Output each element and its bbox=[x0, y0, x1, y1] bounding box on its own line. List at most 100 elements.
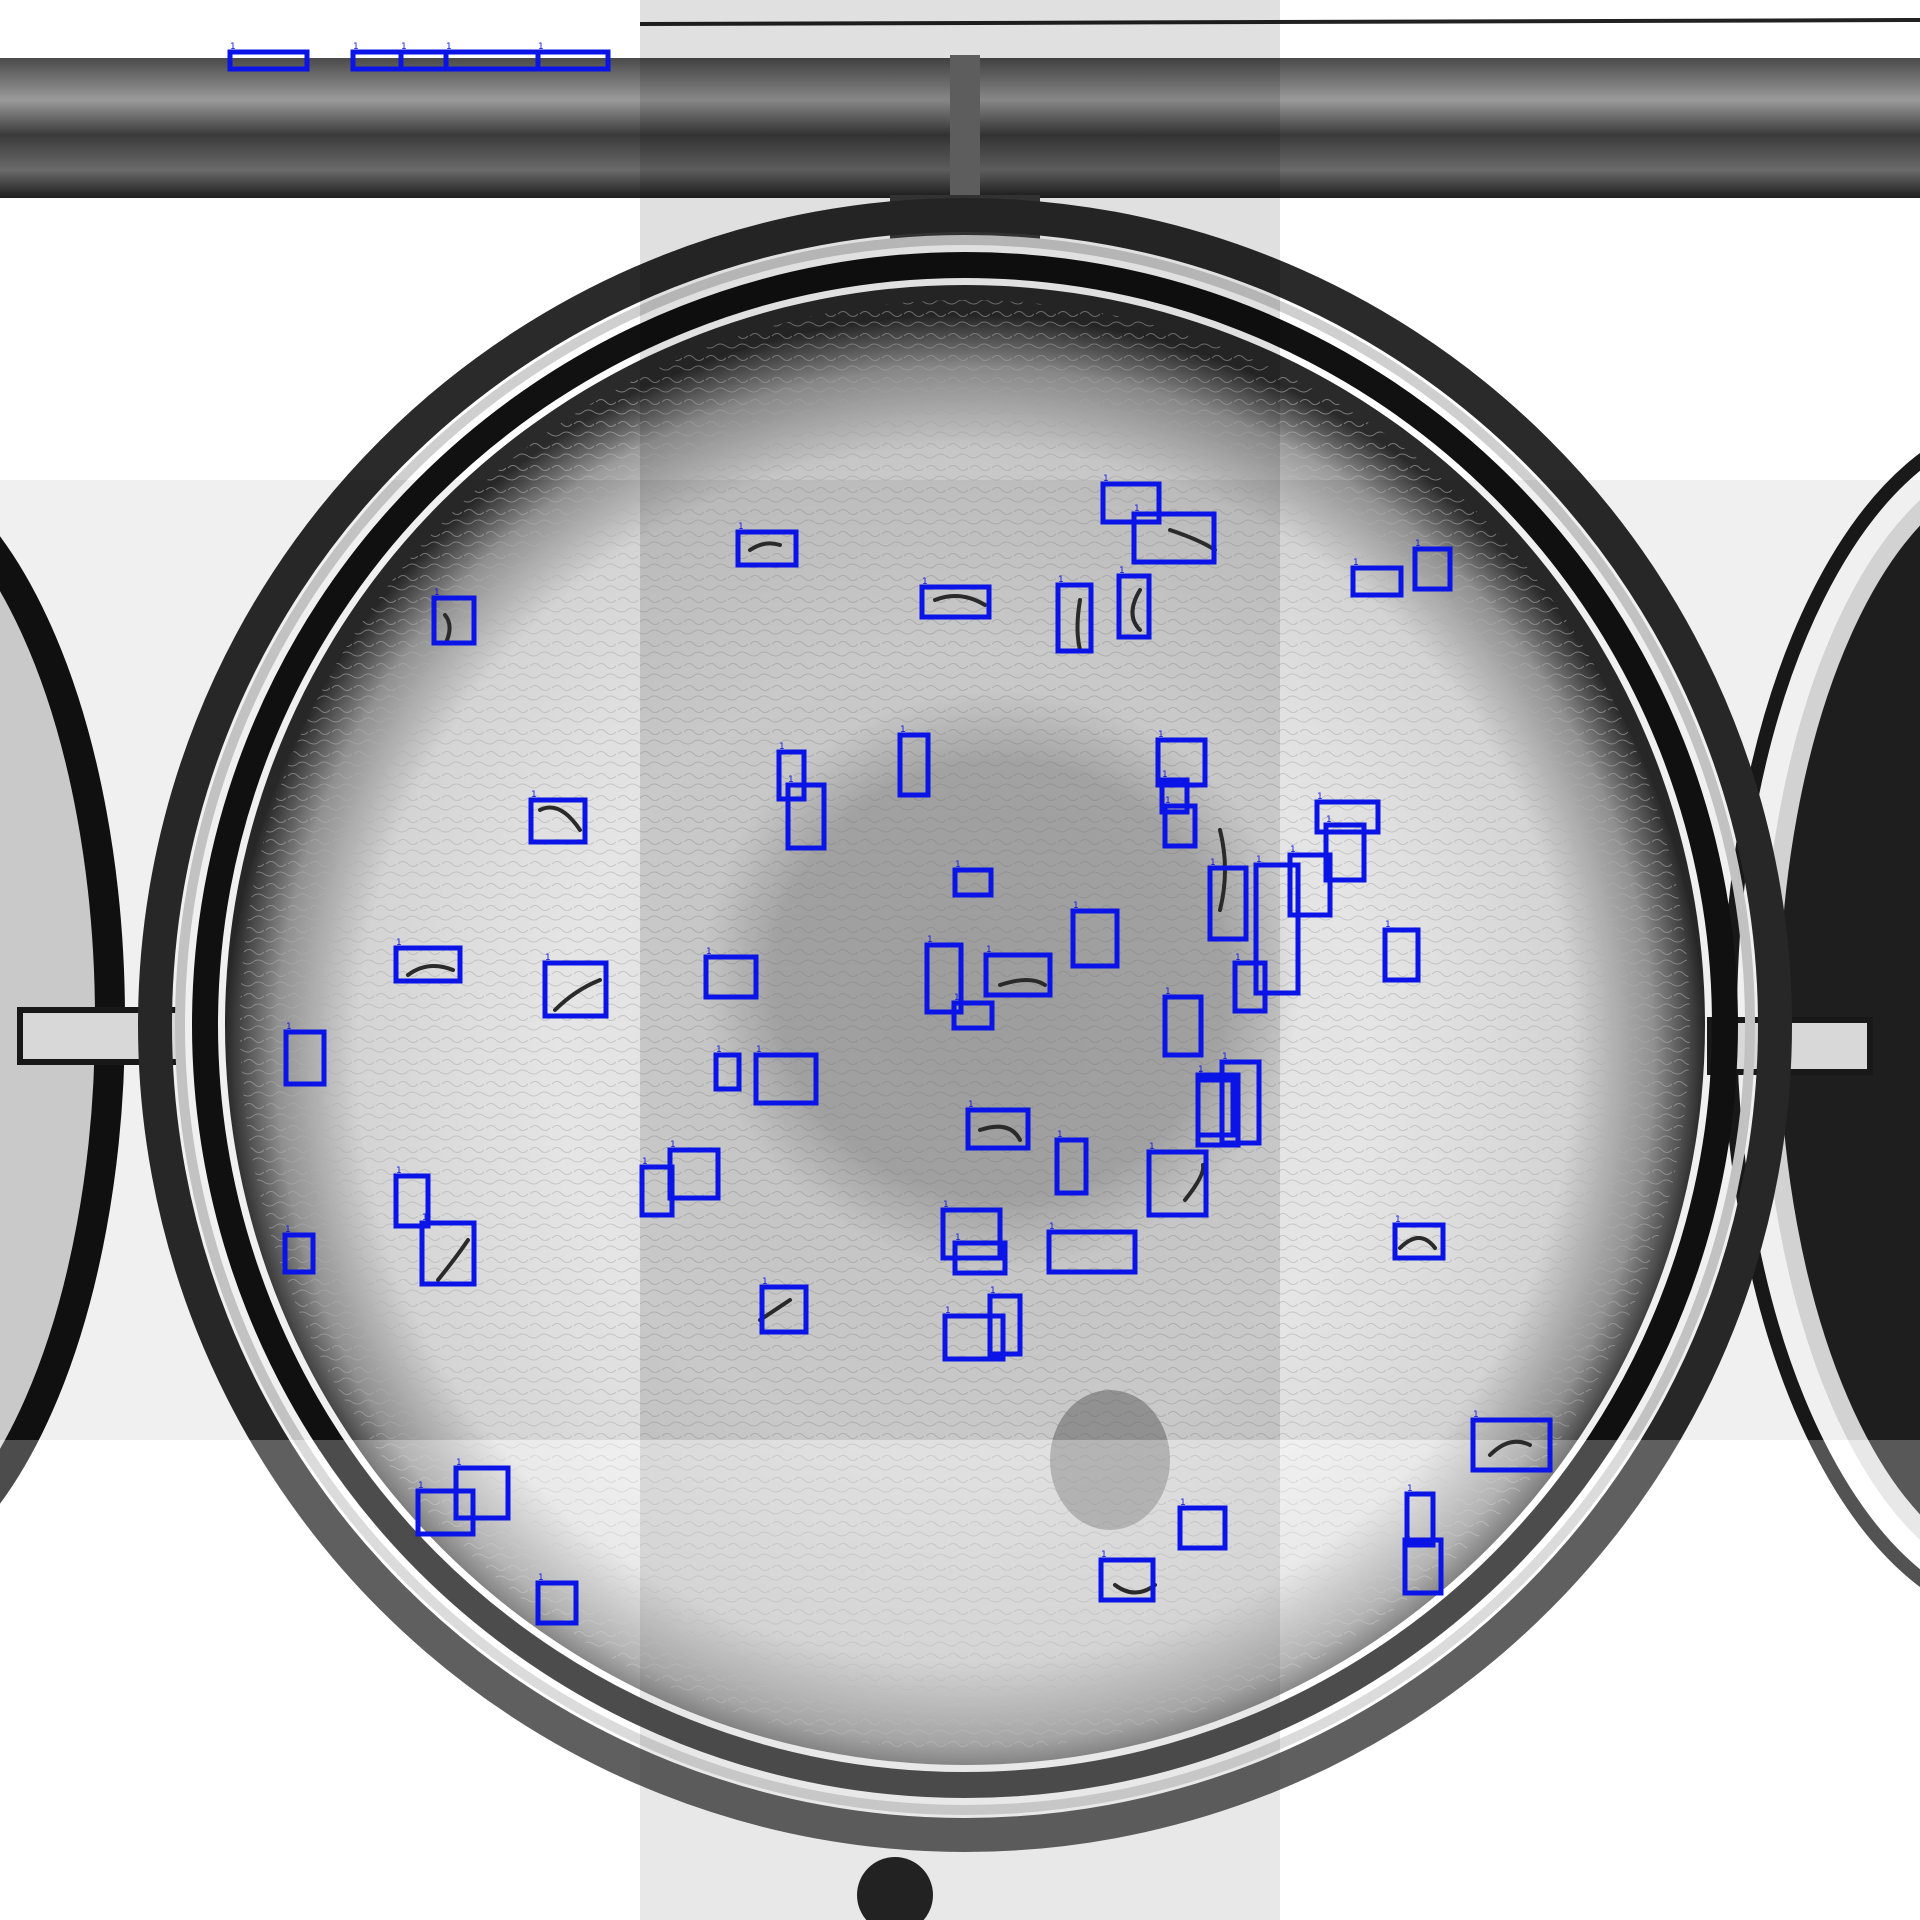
worm bbox=[443, 613, 452, 642]
detection-box bbox=[983, 952, 1053, 998]
detection-box bbox=[542, 960, 609, 1019]
detection-box bbox=[1470, 1417, 1553, 1473]
detection-label: 1 bbox=[738, 522, 744, 532]
detection-box bbox=[1162, 994, 1204, 1058]
detection-label: 1 bbox=[1198, 1065, 1204, 1075]
detection-box bbox=[1402, 1537, 1444, 1596]
detection-label: 1 bbox=[1473, 1410, 1479, 1420]
detection-label: 1 bbox=[1101, 1550, 1107, 1560]
detection-label: 1 bbox=[955, 860, 961, 870]
detection-box bbox=[785, 782, 827, 851]
detection-box bbox=[535, 49, 611, 72]
detection-box bbox=[1207, 865, 1249, 942]
detection-label: 1 bbox=[900, 725, 906, 735]
detection-label: 1 bbox=[922, 577, 928, 587]
detection-box bbox=[1100, 481, 1162, 525]
detection-label: 1 bbox=[945, 1306, 951, 1316]
detection-box bbox=[1314, 799, 1381, 835]
detection-label: 1 bbox=[1222, 1052, 1228, 1062]
detection-box bbox=[1054, 1137, 1089, 1196]
detection-box bbox=[924, 942, 964, 1015]
detection-box bbox=[951, 1000, 995, 1031]
detection-label: 1 bbox=[353, 42, 359, 52]
detection-box bbox=[1155, 737, 1208, 788]
detection-label: 1 bbox=[446, 42, 452, 52]
detection-box bbox=[283, 1029, 327, 1087]
detection-label: 1 bbox=[531, 790, 537, 800]
detection-label: 1 bbox=[990, 1286, 996, 1296]
detection-box bbox=[227, 49, 310, 72]
detection-label: 1 bbox=[1119, 566, 1125, 576]
detection-label: 1 bbox=[706, 947, 712, 957]
detection-box bbox=[952, 1240, 1008, 1276]
detection-box bbox=[952, 867, 994, 898]
detection-box bbox=[1253, 862, 1301, 996]
detection-label: 1 bbox=[1210, 858, 1216, 868]
detection-label: 1 bbox=[1134, 504, 1140, 514]
detection-label: 1 bbox=[538, 1573, 544, 1583]
detection-label: 1 bbox=[1235, 953, 1241, 963]
worm bbox=[998, 978, 1047, 987]
detection-label: 1 bbox=[1180, 1498, 1186, 1508]
dish-inner-ring bbox=[192, 252, 1738, 1798]
detection-label: 1 bbox=[1385, 920, 1391, 930]
detection-label: 1 bbox=[1317, 792, 1323, 802]
detection-label: 1 bbox=[286, 1022, 292, 1032]
detection-label: 1 bbox=[1415, 539, 1421, 549]
detection-label: 1 bbox=[955, 1233, 961, 1243]
detection-label: 1 bbox=[716, 1045, 722, 1055]
worms bbox=[406, 528, 1532, 1595]
detection-box bbox=[776, 749, 807, 802]
detection-box bbox=[1116, 573, 1152, 640]
detection-box bbox=[282, 1232, 316, 1275]
detection-box bbox=[897, 732, 931, 798]
detection-label: 1 bbox=[1103, 474, 1109, 484]
detection-box bbox=[735, 529, 799, 568]
detection-label: 1 bbox=[422, 1213, 428, 1223]
detection-label: 1 bbox=[1256, 855, 1262, 865]
worm bbox=[406, 964, 455, 977]
detection-label: 1 bbox=[418, 1481, 424, 1491]
detection-box bbox=[1195, 1072, 1241, 1148]
detection-label: 1 bbox=[943, 1200, 949, 1210]
detection-label: 1 bbox=[1057, 1130, 1063, 1140]
detection-box bbox=[1232, 960, 1268, 1014]
detection-label: 1 bbox=[401, 42, 407, 52]
detection-box bbox=[713, 1052, 742, 1092]
detection-label: 1 bbox=[545, 953, 551, 963]
detection-box bbox=[1046, 1229, 1138, 1275]
detection-label: 1 bbox=[756, 1045, 762, 1055]
detection-label: 1 bbox=[538, 42, 544, 52]
detection-box bbox=[1412, 546, 1453, 592]
detection-box bbox=[965, 1107, 1031, 1151]
detection-label: 1 bbox=[1165, 987, 1171, 997]
worm bbox=[1398, 1236, 1437, 1250]
detection-label: 1 bbox=[986, 945, 992, 955]
detection-label: 1 bbox=[396, 938, 402, 948]
detection-box bbox=[431, 595, 477, 646]
detection-label: 1 bbox=[1162, 770, 1168, 780]
detection-label: 1 bbox=[434, 588, 440, 598]
detection-box bbox=[528, 797, 588, 845]
top-thin-edge bbox=[639, 18, 1920, 26]
detection-label: 1 bbox=[642, 1157, 648, 1167]
tile-bottom-band bbox=[0, 1440, 1920, 1920]
detection-box bbox=[393, 945, 463, 984]
detection-label: 1 bbox=[1049, 1222, 1055, 1232]
bottom-mount bbox=[857, 1857, 933, 1920]
detection-label: 1 bbox=[1058, 575, 1064, 585]
detection-box bbox=[940, 1207, 1003, 1261]
detection-label: 1 bbox=[927, 935, 933, 945]
detection-label: 1 bbox=[1290, 845, 1296, 855]
detection-label: 1 bbox=[1395, 1215, 1401, 1225]
worm bbox=[538, 805, 582, 832]
detection-label: 1 bbox=[1165, 796, 1171, 806]
worm bbox=[978, 1124, 1022, 1142]
dish-outer-ring-highlight bbox=[175, 235, 1755, 1815]
worm bbox=[1488, 1439, 1532, 1457]
detection-box bbox=[753, 1052, 819, 1106]
detection-label: 1 bbox=[396, 1166, 402, 1176]
detection-label: 1 bbox=[762, 1277, 768, 1287]
detection-label: 1 bbox=[1073, 901, 1079, 911]
